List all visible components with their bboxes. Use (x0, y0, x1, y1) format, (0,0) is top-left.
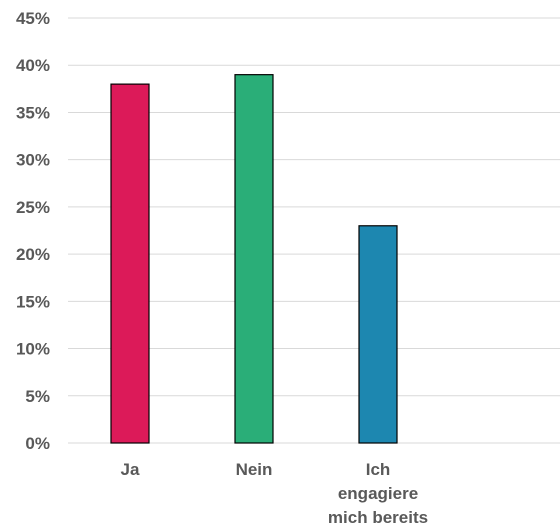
y-tick-label: 20% (16, 245, 50, 264)
y-tick-label: 5% (25, 387, 50, 406)
x-category-label: Nein (236, 460, 273, 479)
y-tick-label: 45% (16, 9, 50, 28)
bar (358, 225, 398, 444)
x-category-label: Ich engagiere mich bereits (328, 460, 428, 526)
y-tick-label: 40% (16, 56, 50, 75)
y-tick-label: 25% (16, 198, 50, 217)
y-axis-ticks: 0% 5% 10% 15% 20% 25% 30% 35% 40% 45% (16, 9, 50, 453)
gridlines (68, 17, 560, 444)
x-category-label: Ja (121, 460, 140, 479)
x-axis-labels: Ja Nein Ich engagiere mich bereits (121, 460, 429, 526)
y-tick-label: 30% (16, 151, 50, 170)
bars (110, 74, 398, 444)
bar (110, 83, 150, 444)
y-tick-label: 15% (16, 292, 50, 311)
y-tick-label: 0% (25, 434, 50, 453)
bar (234, 74, 274, 444)
y-tick-label: 10% (16, 340, 50, 359)
y-tick-label: 35% (16, 103, 50, 122)
